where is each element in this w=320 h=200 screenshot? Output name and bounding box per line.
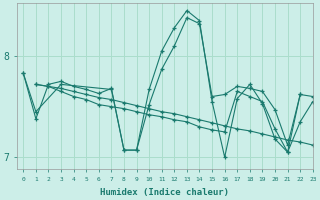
X-axis label: Humidex (Indice chaleur): Humidex (Indice chaleur) <box>100 188 229 197</box>
